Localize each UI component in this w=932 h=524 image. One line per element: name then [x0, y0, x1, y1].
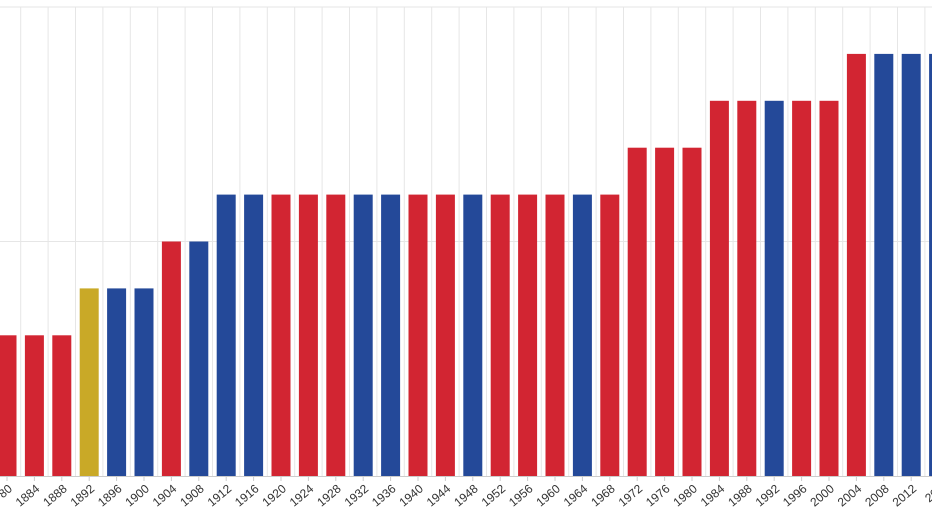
x-tick-label: 1912	[205, 481, 235, 509]
x-tick-label: 1928	[314, 481, 344, 509]
bar-1880	[0, 335, 17, 476]
x-tick-label: 1900	[122, 481, 152, 509]
x-tick-label: 1936	[369, 481, 399, 509]
bar-1964	[572, 194, 592, 476]
bar-1936	[381, 194, 401, 476]
x-tick-label: 1956	[506, 481, 536, 509]
bar-1904	[161, 241, 181, 476]
x-tick-label: 1924	[287, 481, 317, 509]
bar-1932	[353, 194, 373, 476]
x-tick-label: 1916	[232, 481, 262, 509]
bar-1892	[79, 288, 99, 476]
bar-1908	[189, 241, 209, 476]
bar-1992	[764, 100, 784, 477]
x-tick-label: 1972	[616, 481, 646, 509]
x-tick-label: 1952	[479, 481, 509, 509]
x-tick-label: 1968	[588, 481, 618, 509]
x-tick-label: 1988	[725, 481, 755, 509]
x-axis	[0, 476, 932, 481]
bar-2016	[929, 53, 932, 477]
x-tick-label: 1996	[780, 481, 810, 509]
x-tick-label: 1896	[95, 481, 125, 509]
x-tick-label: 1984	[698, 481, 728, 509]
x-tick-label: 2000	[807, 481, 837, 509]
x-tick-label: 1892	[68, 481, 98, 509]
x-tick-label: 1976	[643, 481, 673, 509]
x-tick-label: 1904	[150, 481, 180, 509]
bar-1956	[518, 194, 538, 476]
bar-1912	[216, 194, 236, 476]
bar-1920	[271, 194, 291, 476]
bar-1940	[408, 194, 428, 476]
x-tick-label: 2008	[862, 481, 892, 509]
bar-1924	[298, 194, 318, 476]
x-tick-label: 201	[922, 481, 932, 505]
bar-1916	[244, 194, 264, 476]
bar-1948	[463, 194, 483, 476]
bar-1928	[326, 194, 346, 476]
bar-1896	[107, 288, 127, 476]
chart-gridlines	[0, 6, 932, 476]
x-tick-label: 1944	[424, 481, 454, 509]
x-tick-label: 1960	[533, 481, 563, 509]
bar-2008	[874, 53, 894, 477]
bar-1944	[435, 194, 455, 476]
x-tick-label: 1964	[561, 481, 591, 509]
bar-1952	[490, 194, 510, 476]
x-axis-tick-labels: 8018841888189218961900190419081912191619…	[0, 481, 932, 509]
chart-bars	[0, 53, 932, 477]
bar-1976	[655, 147, 675, 476]
x-tick-label: 1980	[670, 481, 700, 509]
bar-1996	[792, 100, 812, 477]
x-tick-label: 1920	[259, 481, 289, 509]
bar-2004	[846, 53, 866, 477]
bar-1888	[52, 335, 72, 476]
x-tick-label: 1888	[40, 481, 70, 509]
bar-1968	[600, 194, 620, 476]
x-tick-label: 1932	[342, 481, 372, 509]
x-tick-label: 2012	[890, 481, 920, 509]
x-tick-label: 1908	[177, 481, 207, 509]
x-tick-label: 1884	[13, 481, 43, 509]
bar-1960	[545, 194, 565, 476]
x-tick-label: 2004	[835, 481, 865, 509]
bar-1884	[24, 335, 44, 476]
x-tick-label: 1992	[753, 481, 783, 509]
bar-2000	[819, 100, 839, 477]
x-tick-label: 1948	[451, 481, 481, 509]
bar-2012	[901, 53, 921, 477]
x-tick-label: 1940	[396, 481, 426, 509]
bar-1972	[627, 147, 647, 476]
bar-1980	[682, 147, 702, 476]
bar-1988	[737, 100, 757, 477]
bar-1900	[134, 288, 154, 476]
bar-1984	[709, 100, 729, 477]
